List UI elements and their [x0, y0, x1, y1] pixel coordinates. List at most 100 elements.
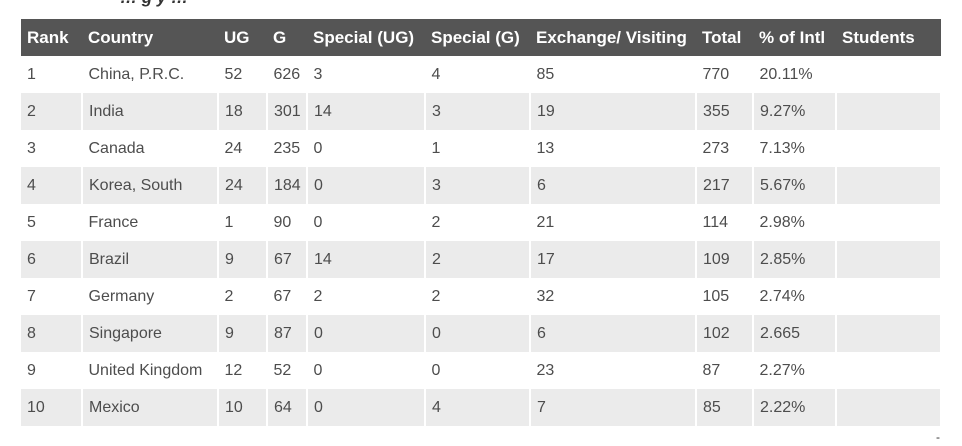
cell-country: United Kingdom: [82, 352, 219, 389]
cell-pct-intl: 9.27%: [753, 93, 837, 130]
cell-pct-intl: 2.665: [753, 315, 837, 352]
cell-rank: 7: [21, 278, 83, 315]
cell-rank: 6: [21, 241, 83, 278]
cell-special-ug: 0: [307, 130, 426, 167]
cell-country: France: [82, 204, 219, 241]
header-exchange-visiting: Exchange/ Visiting: [536, 27, 687, 47]
cell-students: [836, 241, 942, 278]
cell-pct-intl: 5.67%: [753, 167, 837, 204]
cell-total: 105: [696, 278, 754, 315]
cell-g: 184: [267, 167, 308, 204]
cell-rank: 2: [21, 93, 83, 130]
cell-special-g: 0: [425, 315, 531, 352]
cell-g: 67: [267, 241, 308, 278]
cell-g: 235: [267, 130, 308, 167]
header-special-g: Special (G): [431, 27, 520, 47]
cell-pct-intl: 2.85%: [753, 241, 837, 278]
cell-total: 87: [696, 352, 754, 389]
table-row: 2 India 18 301 14 3 19 355 9.27%: [21, 93, 942, 130]
cell-pct-intl: 20.11%: [753, 56, 837, 93]
table-row: 9 United Kingdom 12 52 0 0 23 87 2.27%: [21, 352, 942, 389]
cell-students: [836, 352, 942, 389]
table-row: 10 Mexico 10 64 0 4 7 85 2.22%: [21, 389, 942, 426]
cell-exchange-visiting: 23: [530, 352, 697, 389]
cell-special-g: 1: [425, 130, 531, 167]
table-row: 3 Canada 24 235 0 1 13 273 7.13%: [21, 130, 942, 167]
corner-mark: -: [936, 430, 940, 444]
cell-special-ug: 2: [307, 278, 426, 315]
cell-total: 109: [696, 241, 754, 278]
header-students: Students: [842, 27, 915, 47]
cell-rank: 10: [21, 389, 83, 426]
cell-students: [836, 130, 942, 167]
cell-special-ug: 0: [307, 352, 426, 389]
cell-special-g: 2: [425, 278, 531, 315]
cell-total: 217: [696, 167, 754, 204]
cell-special-g: 0: [425, 352, 531, 389]
table-row: 8 Singapore 9 87 0 0 6 102 2.665: [21, 315, 942, 352]
cell-ug: 9: [218, 241, 268, 278]
header-ug: UG: [224, 27, 250, 47]
cell-ug: 10: [218, 389, 268, 426]
header-total: Total: [702, 27, 742, 47]
cell-exchange-visiting: 6: [530, 167, 697, 204]
cell-special-ug: 14: [307, 93, 426, 130]
cell-pct-intl: 7.13%: [753, 130, 837, 167]
cell-country: Mexico: [82, 389, 219, 426]
table-header-row: Rank Country UG G Special (UG) Special (…: [21, 19, 941, 56]
cell-special-ug: 0: [307, 389, 426, 426]
cell-total: 355: [696, 93, 754, 130]
cell-total: 102: [696, 315, 754, 352]
cell-ug: 12: [218, 352, 268, 389]
cell-pct-intl: 2.98%: [753, 204, 837, 241]
cell-ug: 1: [218, 204, 268, 241]
cell-exchange-visiting: 85: [530, 56, 697, 93]
table-row: 5 France 1 90 0 2 21 114 2.98%: [21, 204, 942, 241]
cell-rank: 9: [21, 352, 83, 389]
cell-rank: 1: [21, 56, 83, 93]
cell-exchange-visiting: 7: [530, 389, 697, 426]
cell-special-ug: 3: [307, 56, 426, 93]
cell-g: 301: [267, 93, 308, 130]
cell-pct-intl: 2.22%: [753, 389, 837, 426]
cell-exchange-visiting: 32: [530, 278, 697, 315]
cell-special-g: 3: [425, 167, 531, 204]
cell-special-g: 2: [425, 241, 531, 278]
international-students-table: Rank Country UG G Special (UG) Special (…: [21, 19, 942, 426]
cell-ug: 52: [218, 56, 268, 93]
cell-country: Korea, South: [82, 167, 219, 204]
cell-students: [836, 93, 942, 130]
cell-country: India: [82, 93, 219, 130]
cell-special-g: 2: [425, 204, 531, 241]
cell-g: 67: [267, 278, 308, 315]
cell-special-ug: 0: [307, 315, 426, 352]
cell-rank: 4: [21, 167, 83, 204]
cell-g: 90: [267, 204, 308, 241]
table-row: 6 Brazil 9 67 14 2 17 109 2.85%: [21, 241, 942, 278]
header-special-ug: Special (UG): [313, 27, 415, 47]
cell-special-g: 4: [425, 56, 531, 93]
cell-exchange-visiting: 13: [530, 130, 697, 167]
cell-students: [836, 389, 942, 426]
cell-total: 85: [696, 389, 754, 426]
table-row: 7 Germany 2 67 2 2 32 105 2.74%: [21, 278, 942, 315]
cell-ug: 2: [218, 278, 268, 315]
cell-country: China, P.R.C.: [82, 56, 219, 93]
cell-pct-intl: 2.27%: [753, 352, 837, 389]
section-heading-fragment: … g y …: [120, 0, 188, 8]
cell-students: [836, 56, 942, 93]
table-row: 1 China, P.R.C. 52 626 3 4 85 770 20.11%: [21, 56, 942, 93]
cell-special-g: 4: [425, 389, 531, 426]
cell-students: [836, 278, 942, 315]
cell-ug: 18: [218, 93, 268, 130]
cell-exchange-visiting: 19: [530, 93, 697, 130]
cell-rank: 5: [21, 204, 83, 241]
cell-exchange-visiting: 17: [530, 241, 697, 278]
cell-country: Brazil: [82, 241, 219, 278]
cell-rank: 8: [21, 315, 83, 352]
cell-g: 64: [267, 389, 308, 426]
cell-ug: 24: [218, 130, 268, 167]
cell-g: 52: [267, 352, 308, 389]
cell-students: [836, 204, 942, 241]
cell-total: 273: [696, 130, 754, 167]
